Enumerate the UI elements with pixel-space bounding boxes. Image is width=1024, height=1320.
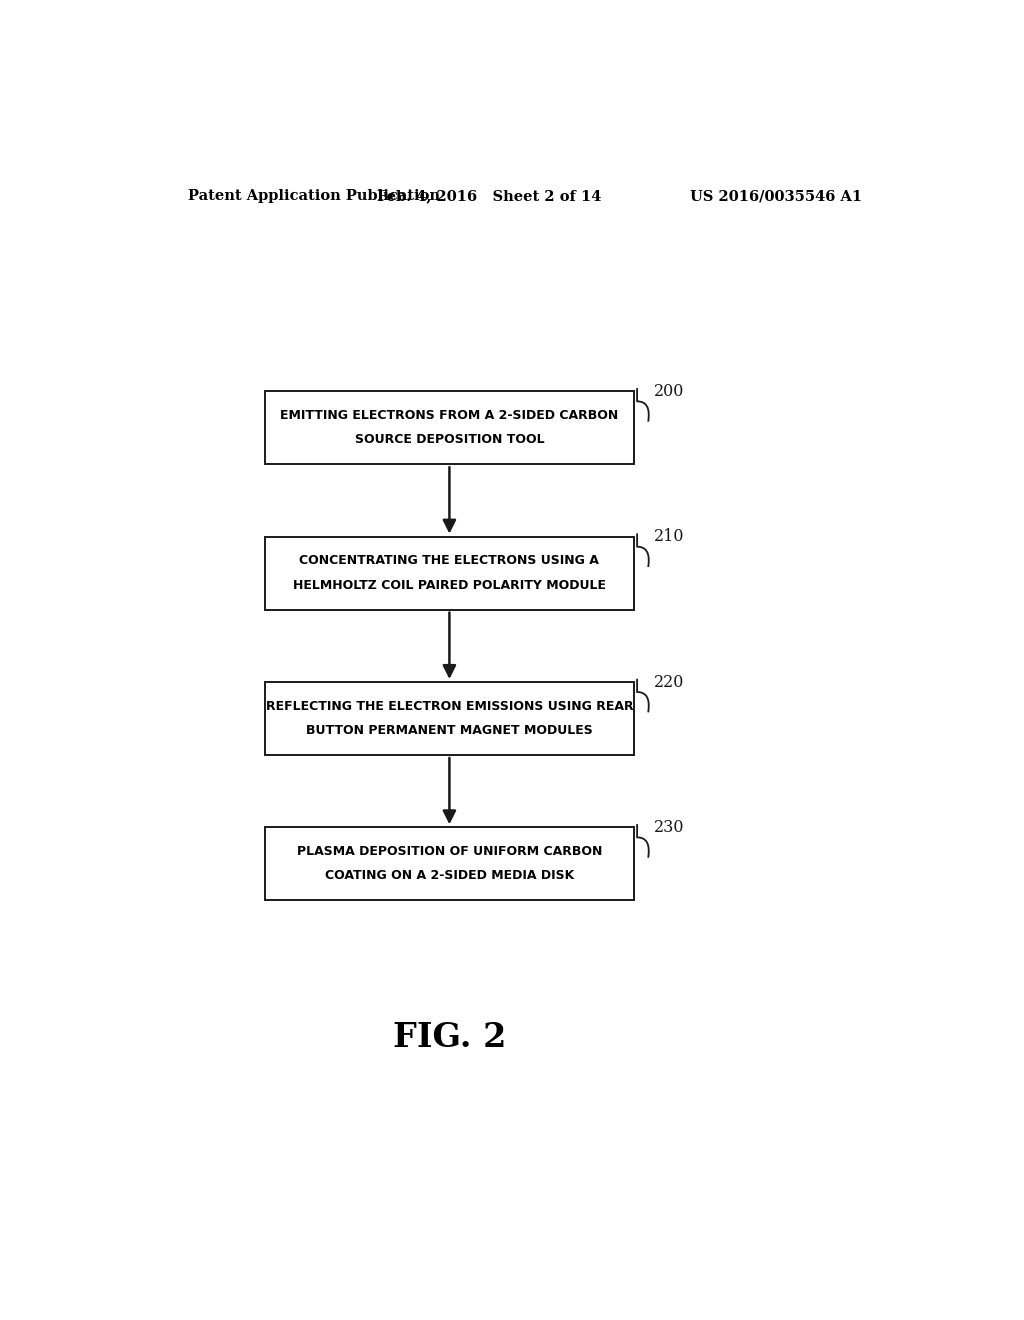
Text: EMITTING ELECTRONS FROM A 2-SIDED CARBON: EMITTING ELECTRONS FROM A 2-SIDED CARBON bbox=[281, 409, 618, 422]
Bar bbox=[265, 391, 634, 465]
Bar bbox=[265, 536, 634, 610]
Text: REFLECTING THE ELECTRON EMISSIONS USING REAR: REFLECTING THE ELECTRON EMISSIONS USING … bbox=[265, 700, 633, 713]
Text: 210: 210 bbox=[653, 528, 684, 545]
Text: Patent Application Publication: Patent Application Publication bbox=[187, 189, 439, 203]
Text: US 2016/0035546 A1: US 2016/0035546 A1 bbox=[690, 189, 862, 203]
Text: 220: 220 bbox=[653, 673, 684, 690]
Text: COATING ON A 2-SIDED MEDIA DISK: COATING ON A 2-SIDED MEDIA DISK bbox=[325, 870, 574, 883]
Text: FIG. 2: FIG. 2 bbox=[393, 1022, 506, 1055]
Text: PLASMA DEPOSITION OF UNIFORM CARBON: PLASMA DEPOSITION OF UNIFORM CARBON bbox=[297, 845, 602, 858]
Text: Feb. 4, 2016   Sheet 2 of 14: Feb. 4, 2016 Sheet 2 of 14 bbox=[377, 189, 601, 203]
Text: BUTTON PERMANENT MAGNET MODULES: BUTTON PERMANENT MAGNET MODULES bbox=[306, 725, 593, 737]
Text: CONCENTRATING THE ELECTRONS USING A: CONCENTRATING THE ELECTRONS USING A bbox=[299, 554, 599, 568]
Text: 200: 200 bbox=[653, 383, 684, 400]
Text: HELMHOLTZ COIL PAIRED POLARITY MODULE: HELMHOLTZ COIL PAIRED POLARITY MODULE bbox=[293, 578, 606, 591]
Text: 230: 230 bbox=[653, 818, 684, 836]
Bar bbox=[265, 828, 634, 900]
Bar bbox=[265, 682, 634, 755]
Text: SOURCE DEPOSITION TOOL: SOURCE DEPOSITION TOOL bbox=[354, 433, 544, 446]
